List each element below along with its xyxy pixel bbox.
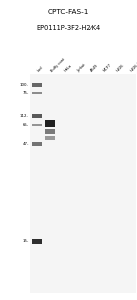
Text: H226: H226 [116,64,125,73]
Text: A549: A549 [89,64,99,73]
Text: 112-: 112- [20,114,29,118]
Text: Buffy coat: Buffy coat [50,57,66,73]
Bar [30,74,136,293]
Text: Lad: Lad [37,65,44,73]
Text: Jurkat: Jurkat [76,63,87,73]
Text: 100-: 100- [20,83,29,87]
Bar [45,120,55,127]
Bar [32,92,42,94]
Text: 65-: 65- [23,123,29,127]
Text: H226-2: H226-2 [129,61,137,73]
Text: HeLa: HeLa [63,64,72,73]
Text: CPTC-FAS-1: CPTC-FAS-1 [48,9,89,15]
Text: 15-: 15- [22,239,29,243]
Text: EP0111P-3F2-H2⁄K4: EP0111P-3F2-H2⁄K4 [36,25,101,31]
Text: 47-: 47- [22,142,29,146]
Bar [32,142,42,146]
Bar [32,114,42,118]
Bar [45,136,55,140]
Bar [32,124,42,126]
Bar [32,83,42,87]
Text: 75-: 75- [22,91,29,95]
Bar [45,129,55,134]
Text: MCF7: MCF7 [103,63,113,73]
Bar [32,238,42,244]
